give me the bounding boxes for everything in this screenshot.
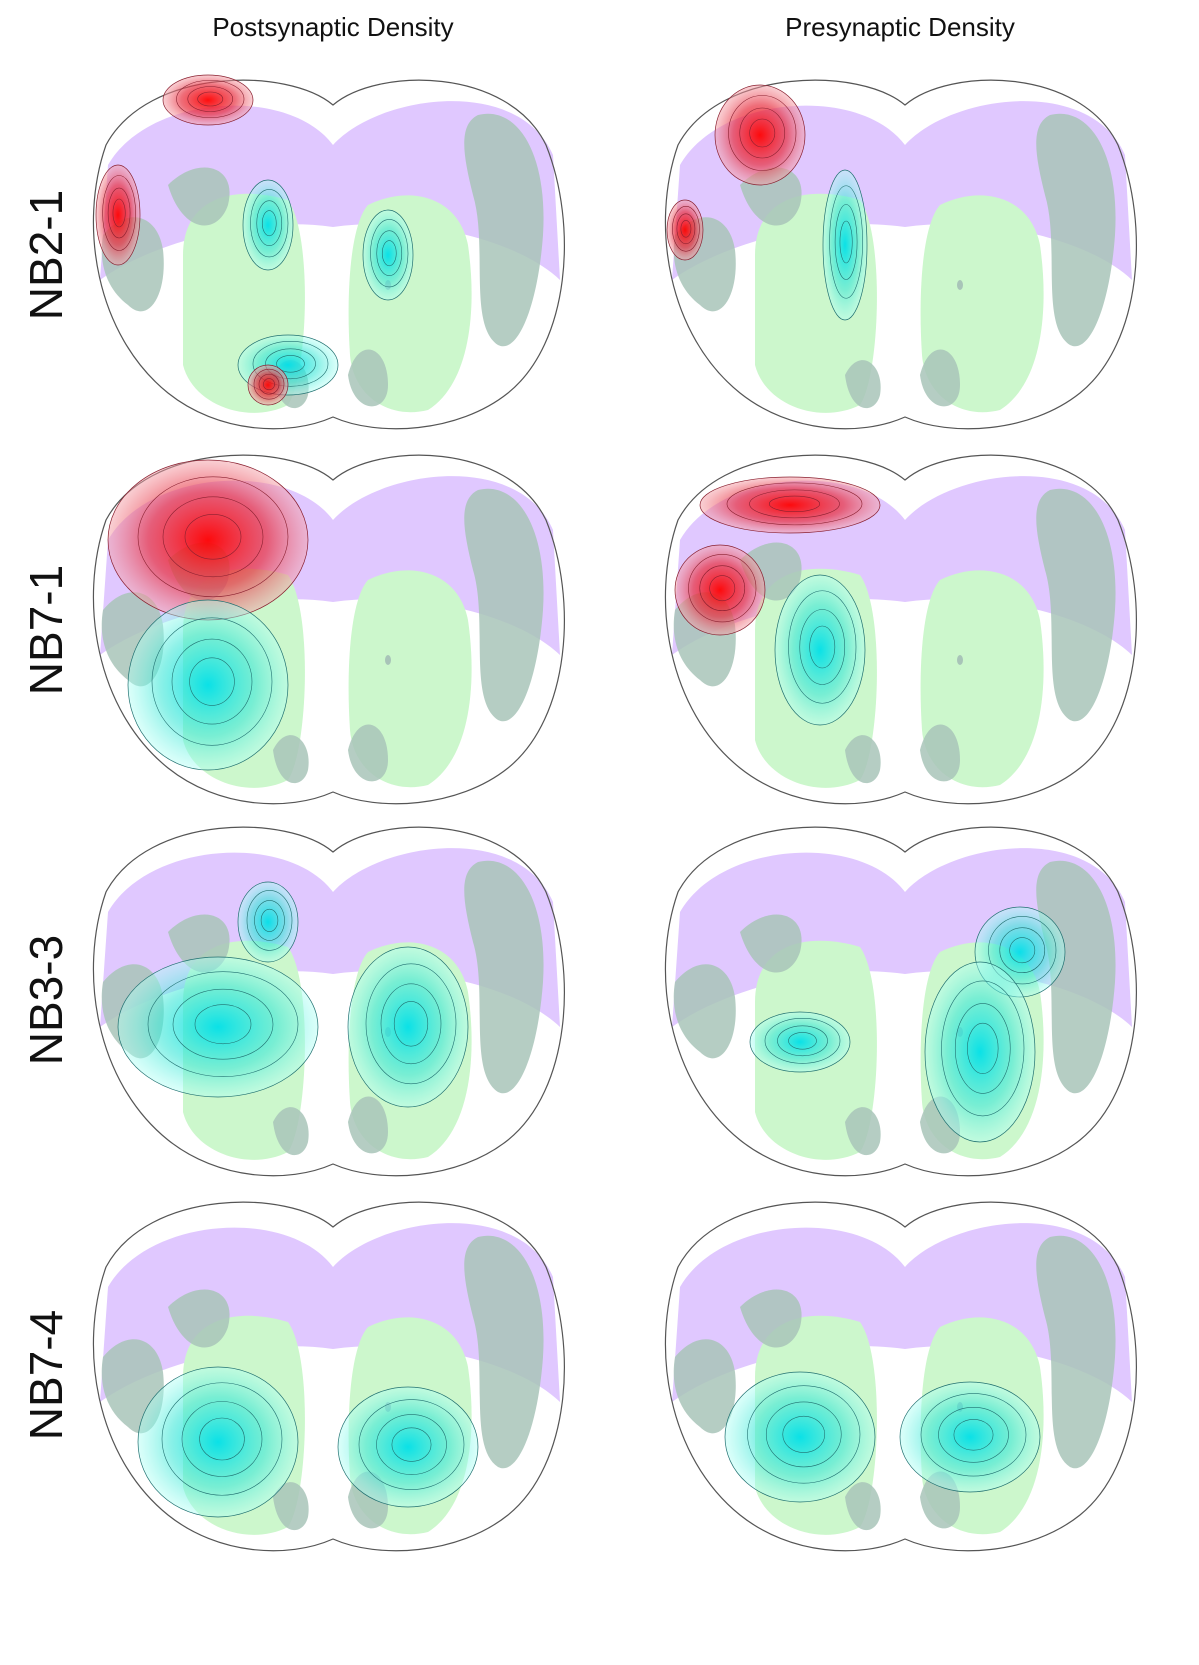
- density-panel: [93, 75, 564, 429]
- density-blob: [163, 75, 253, 125]
- density-blob: [823, 170, 867, 320]
- density-blob: [363, 210, 413, 300]
- density-blob: [715, 85, 805, 185]
- brain-outline: [93, 1202, 564, 1551]
- density-panel: [665, 827, 1136, 1176]
- brain-outline: [665, 1202, 1136, 1551]
- column-title: Postsynaptic Density: [212, 12, 453, 42]
- density-panel: [665, 80, 1136, 429]
- column-title: Presynaptic Density: [785, 12, 1015, 42]
- density-panel: [93, 827, 564, 1176]
- density-blob: [900, 1382, 1040, 1492]
- density-blob: [138, 1367, 298, 1517]
- density-blob: [248, 365, 288, 405]
- row-label: NB7-4: [20, 1310, 72, 1440]
- row-label: NB2-1: [20, 190, 72, 320]
- panels: [93, 75, 1136, 1551]
- row-label: NB3-3: [20, 935, 72, 1065]
- density-blob: [128, 600, 288, 770]
- density-blob: [725, 1372, 875, 1502]
- density-panel: [93, 1202, 564, 1551]
- row-label: NB7-1: [20, 565, 72, 695]
- density-blob: [118, 957, 318, 1097]
- density-blob: [667, 200, 703, 260]
- density-blob: [700, 477, 880, 533]
- density-blob: [925, 962, 1035, 1142]
- density-blob: [108, 460, 308, 620]
- density-blob: [238, 882, 298, 962]
- density-panel: [93, 455, 564, 804]
- density-blob: [348, 947, 468, 1107]
- figure: Postsynaptic Density Presynaptic Density…: [0, 0, 1199, 1665]
- brain-outline: [665, 827, 1136, 1176]
- density-panel: [665, 1202, 1136, 1551]
- density-blob: [750, 1012, 850, 1072]
- density-blob: [96, 165, 140, 265]
- density-blob: [675, 545, 765, 635]
- density-blob: [338, 1387, 478, 1507]
- density-blob: [775, 575, 865, 725]
- density-blob: [243, 180, 293, 270]
- density-panel: [665, 455, 1136, 804]
